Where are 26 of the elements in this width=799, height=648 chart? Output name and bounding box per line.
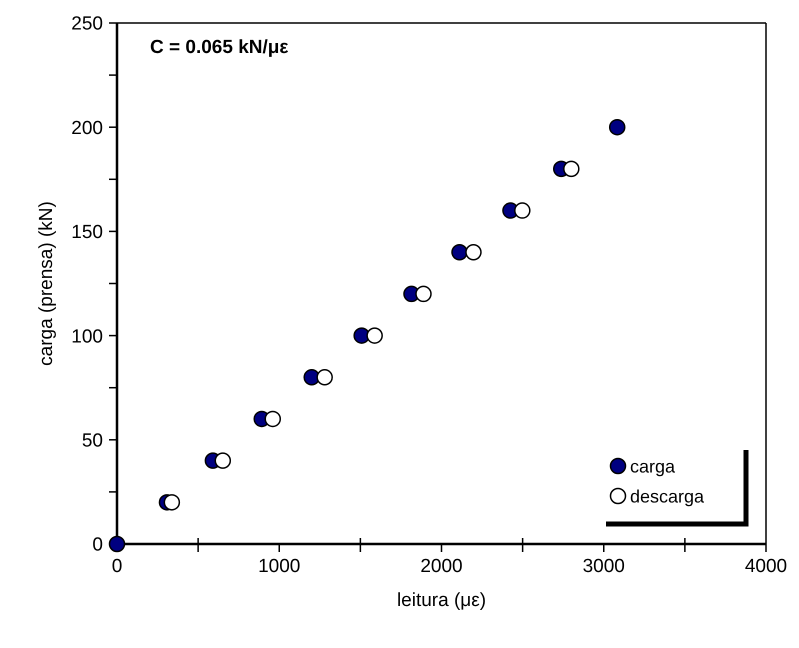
y-tick-label: 50 <box>82 430 103 452</box>
point <box>164 494 180 511</box>
y-tick-label: 150 <box>71 222 103 244</box>
y-tick-label: 250 <box>71 14 103 35</box>
x-tick-label: 2000 <box>420 556 463 577</box>
point <box>108 536 126 552</box>
point <box>303 369 320 386</box>
legend-label: carga <box>630 456 676 476</box>
annotation: C = 0.065 kN/με <box>150 37 288 58</box>
point <box>563 160 580 178</box>
y-axis-title: carga (prensa) (kN) <box>36 201 57 366</box>
x-tick-label: 1000 <box>258 556 300 577</box>
point <box>264 410 282 428</box>
x-tick-label: 0 <box>112 556 122 577</box>
point <box>415 286 432 302</box>
legend-label: descarga <box>630 486 706 506</box>
x-tick-label: 3000 <box>582 556 625 577</box>
point <box>451 244 468 260</box>
point <box>514 202 531 219</box>
x-tick-label: 4000 <box>744 556 788 577</box>
x-axis-title: leitura (με) <box>396 590 486 611</box>
y-tick-label: 0 <box>92 534 103 556</box>
point <box>214 452 232 469</box>
point <box>608 118 626 136</box>
y-tick-label: 100 <box>71 326 103 348</box>
y-tick-label: 200 <box>71 118 103 139</box>
